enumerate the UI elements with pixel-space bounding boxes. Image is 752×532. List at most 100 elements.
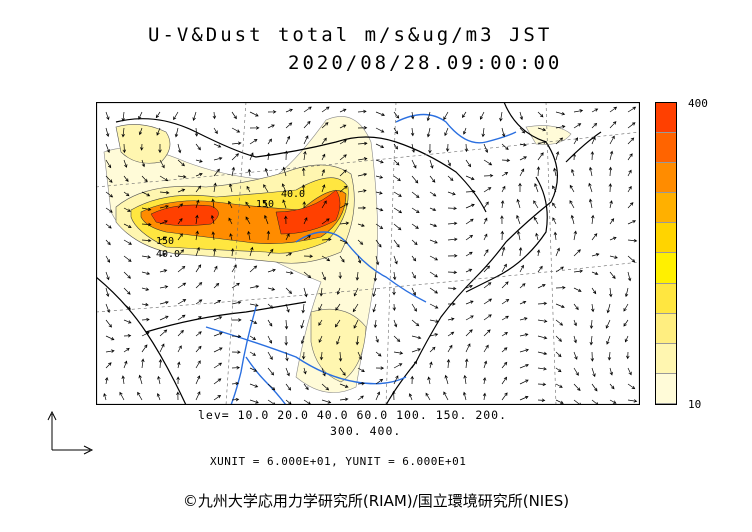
wind-arrow <box>425 392 431 401</box>
wind-arrow <box>123 319 132 324</box>
wind-arrow <box>177 188 186 193</box>
wind-arrow <box>159 343 165 353</box>
wind-arrow <box>177 361 181 369</box>
wind-arrow <box>552 202 557 209</box>
wind-arrow <box>213 347 223 353</box>
wind-arrow <box>555 367 562 373</box>
wind-arrow <box>447 270 458 275</box>
wind-arrow <box>393 143 399 150</box>
colorbar-min-label: 10 <box>688 398 702 411</box>
wind-arrow <box>195 264 202 273</box>
wind-arrow <box>177 299 187 305</box>
wind-arrow <box>103 393 107 401</box>
wind-arrow <box>177 143 182 154</box>
wind-arrow <box>517 230 521 241</box>
wind-arrow <box>573 230 578 241</box>
wind-arrow <box>501 392 508 401</box>
wind-arrow <box>247 168 252 177</box>
wind-arrow <box>176 391 180 401</box>
wind-arrow <box>321 271 326 281</box>
wind-arrow <box>138 374 143 385</box>
wind-arrow <box>501 376 508 385</box>
wind-arrow <box>353 319 359 329</box>
wind-arrow <box>537 111 544 118</box>
wind-arrow <box>262 199 269 209</box>
wind-arrow <box>462 391 467 401</box>
wind-arrow <box>231 141 242 145</box>
wind-arrow <box>141 191 151 197</box>
wind-arrow <box>519 283 526 289</box>
wind-arrow <box>213 265 218 273</box>
wind-arrow <box>483 329 491 337</box>
wind-arrow <box>230 248 235 257</box>
colorbar-segment <box>656 133 676 164</box>
wind-arrow <box>482 377 487 385</box>
wind-arrow <box>591 214 595 225</box>
wind-arrow <box>534 183 539 193</box>
wind-arrow <box>443 391 449 401</box>
wind-arrow <box>591 287 597 295</box>
wind-arrow <box>249 303 259 307</box>
wind-arrow <box>249 138 258 145</box>
wind-arrow <box>267 351 273 361</box>
wind-arrow <box>300 335 305 345</box>
wind-arrow <box>393 255 398 265</box>
wind-arrow <box>501 185 506 193</box>
wind-arrow <box>609 399 617 404</box>
wind-arrow <box>445 143 450 152</box>
wind-arrow <box>410 111 415 120</box>
wind-arrow <box>105 239 111 246</box>
wind-arrow <box>249 367 258 372</box>
wind-arrow <box>482 392 487 401</box>
wind-arrow <box>249 152 254 161</box>
wind-arrow <box>627 255 636 263</box>
wind-arrow <box>177 218 183 225</box>
wind-arrow <box>303 150 307 161</box>
wind-arrow <box>123 255 132 262</box>
wind-arrow <box>537 335 548 340</box>
wind-arrow <box>336 287 341 295</box>
wind-arrow <box>303 254 314 259</box>
wind-arrow <box>429 239 438 244</box>
wind-arrow <box>483 298 493 305</box>
wind-arrow <box>537 152 544 161</box>
wind-arrow <box>123 271 131 279</box>
wind-arrow <box>627 169 632 177</box>
wind-arrow <box>195 331 202 337</box>
wind-arrow <box>249 265 258 273</box>
wind-arrow <box>393 159 400 166</box>
wind-arrow <box>444 374 449 385</box>
wind-arrow <box>481 127 485 138</box>
wind-arrow <box>231 264 237 273</box>
wind-arrow <box>303 271 312 279</box>
wind-arrow <box>627 271 632 282</box>
wind-arrow <box>447 191 456 196</box>
wind-arrow <box>210 214 215 225</box>
wind-arrow <box>159 175 169 182</box>
wind-arrow <box>501 143 509 150</box>
wind-arrow <box>339 383 349 388</box>
wind-arrow <box>177 203 184 209</box>
wind-arrow <box>357 223 365 227</box>
wind-arrow <box>155 111 161 119</box>
wind-arrow <box>159 315 169 321</box>
wind-arrow <box>141 222 152 227</box>
wind-arrow <box>285 303 290 313</box>
wind-arrow <box>518 247 523 257</box>
wind-arrow <box>231 350 241 354</box>
wind-arrow <box>391 390 396 401</box>
wind-arrow <box>249 126 260 130</box>
wind-arrow <box>555 266 564 273</box>
wind-arrow <box>284 319 289 330</box>
wind-arrow <box>627 202 634 209</box>
wind-arrow <box>573 319 577 327</box>
wind-arrow <box>429 175 436 183</box>
wind-arrow <box>352 303 359 313</box>
colorbar-segment <box>656 103 676 134</box>
wind-arrow <box>105 319 112 328</box>
wind-arrow <box>339 185 348 193</box>
wind-arrow <box>375 111 386 117</box>
wind-arrow <box>177 282 187 289</box>
wind-arrow <box>519 264 524 273</box>
wind-arrow <box>501 361 508 369</box>
